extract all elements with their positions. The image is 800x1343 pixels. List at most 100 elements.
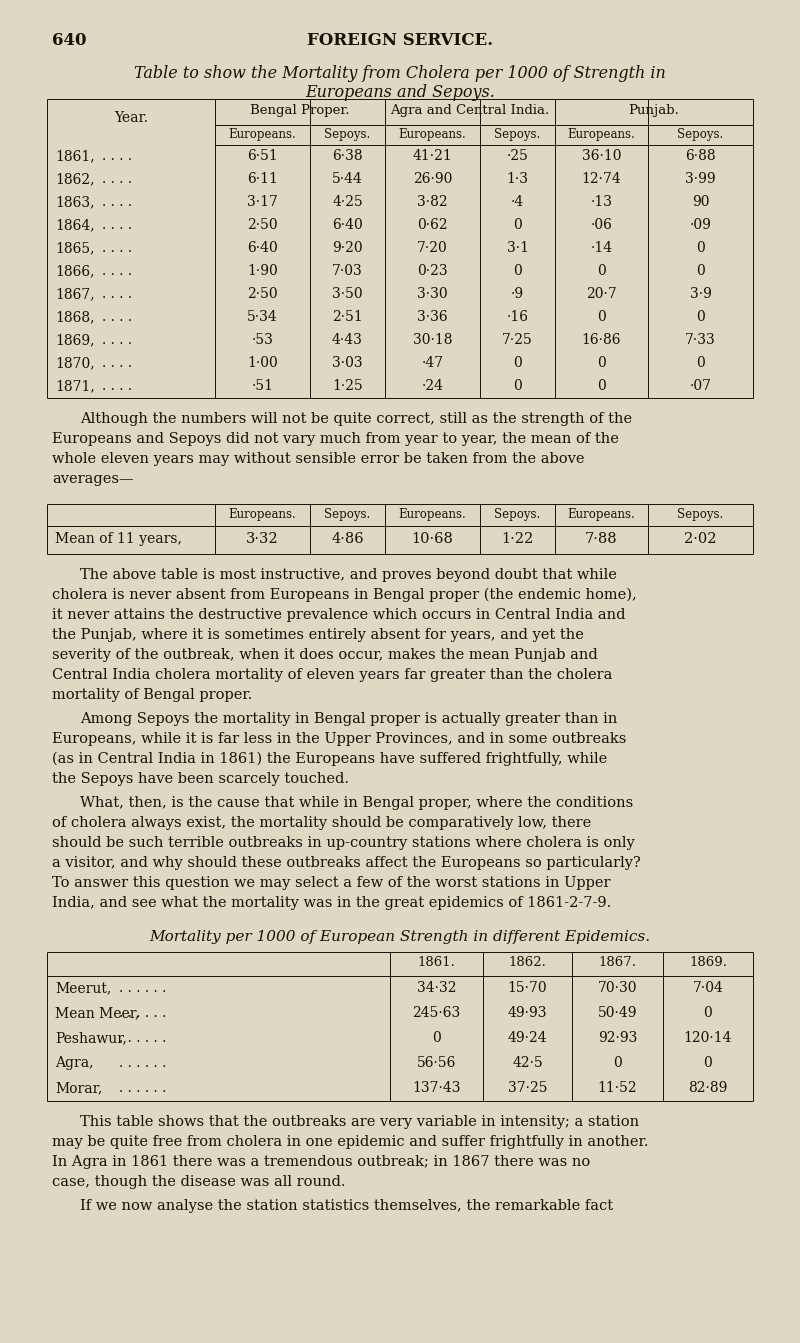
Text: 0: 0 xyxy=(696,310,705,324)
Text: 1867.: 1867. xyxy=(598,956,637,970)
Text: 0: 0 xyxy=(597,379,606,393)
Text: 90: 90 xyxy=(692,195,710,210)
Text: FOREIGN SERVICE.: FOREIGN SERVICE. xyxy=(307,32,493,48)
Text: Europeans.: Europeans. xyxy=(568,508,635,521)
Text: 0: 0 xyxy=(696,265,705,278)
Text: 1862.: 1862. xyxy=(509,956,546,970)
Text: 7·03: 7·03 xyxy=(332,265,363,278)
Text: 1863,: 1863, xyxy=(55,195,94,210)
Text: 1869,: 1869, xyxy=(55,333,94,346)
Text: . . . . . .: . . . . . . xyxy=(119,1081,166,1095)
Text: Year.: Year. xyxy=(114,111,148,125)
Text: 50·49: 50·49 xyxy=(598,1006,638,1019)
Text: Europeans.: Europeans. xyxy=(568,128,635,141)
Text: 1870,: 1870, xyxy=(55,356,94,371)
Text: . . . . . .: . . . . . . xyxy=(119,1056,166,1070)
Text: . . . .: . . . . xyxy=(102,240,132,255)
Text: Although the numbers will not be quite correct, still as the strength of the: Although the numbers will not be quite c… xyxy=(80,412,632,426)
Text: 6·11: 6·11 xyxy=(247,172,278,185)
Text: 1861.: 1861. xyxy=(418,956,455,970)
Text: ·16: ·16 xyxy=(506,310,529,324)
Text: 0: 0 xyxy=(597,356,606,371)
Text: 4·25: 4·25 xyxy=(332,195,363,210)
Text: ·47: ·47 xyxy=(422,356,443,371)
Text: 2·50: 2·50 xyxy=(247,287,278,301)
Text: Peshawur,: Peshawur, xyxy=(55,1031,127,1045)
Text: Europeans.: Europeans. xyxy=(398,128,466,141)
Text: India, and see what the mortality was in the great epidemics of 1861-2-7-9.: India, and see what the mortality was in… xyxy=(52,896,611,911)
Text: Europeans.: Europeans. xyxy=(229,508,296,521)
Text: . . . .: . . . . xyxy=(102,356,132,371)
Text: 1·22: 1·22 xyxy=(502,532,534,547)
Text: ·14: ·14 xyxy=(590,240,613,255)
Text: Mean Meer,: Mean Meer, xyxy=(55,1006,139,1019)
Text: 11·52: 11·52 xyxy=(598,1081,638,1095)
Text: ·4: ·4 xyxy=(511,195,524,210)
Text: 3·30: 3·30 xyxy=(417,287,448,301)
Text: 70·30: 70·30 xyxy=(598,980,638,995)
Text: the Punjab, where it is sometimes entirely absent for years, and yet the: the Punjab, where it is sometimes entire… xyxy=(52,629,584,642)
Text: . . . .: . . . . xyxy=(102,310,132,324)
Text: Meerut,: Meerut, xyxy=(55,980,111,995)
Text: 1861,: 1861, xyxy=(55,149,94,163)
Text: averages—: averages— xyxy=(52,471,134,486)
Text: 7·20: 7·20 xyxy=(417,240,448,255)
Text: 0: 0 xyxy=(513,356,522,371)
Text: ·51: ·51 xyxy=(251,379,274,393)
Text: 36·10: 36·10 xyxy=(582,149,622,163)
Text: 3·36: 3·36 xyxy=(417,310,448,324)
Text: . . . .: . . . . xyxy=(102,172,132,185)
Text: ·09: ·09 xyxy=(690,218,711,232)
Text: This table shows that the outbreaks are very variable in intensity; a station: This table shows that the outbreaks are … xyxy=(80,1115,639,1129)
Text: Europeans, while it is far less in the Upper Provinces, and in some outbreaks: Europeans, while it is far less in the U… xyxy=(52,732,626,745)
Text: 1·3: 1·3 xyxy=(506,172,529,185)
Text: 0: 0 xyxy=(696,240,705,255)
Text: 20·7: 20·7 xyxy=(586,287,617,301)
Text: of cholera always exist, the mortality should be comparatively low, there: of cholera always exist, the mortality s… xyxy=(52,817,591,830)
Text: Morar,: Morar, xyxy=(55,1081,102,1095)
Text: 0·23: 0·23 xyxy=(417,265,448,278)
Text: 0: 0 xyxy=(696,356,705,371)
Text: ·25: ·25 xyxy=(506,149,529,163)
Text: Sepoys.: Sepoys. xyxy=(678,128,724,141)
Text: 245·63: 245·63 xyxy=(412,1006,461,1019)
Text: 0: 0 xyxy=(613,1056,622,1070)
Text: 41·21: 41·21 xyxy=(413,149,452,163)
Text: 4·86: 4·86 xyxy=(331,532,364,547)
Text: the Sepoys have been scarcely touched.: the Sepoys have been scarcely touched. xyxy=(52,772,349,786)
Text: Agra and Central India.: Agra and Central India. xyxy=(390,103,550,117)
Text: ·06: ·06 xyxy=(590,218,613,232)
Text: whole eleven years may without sensible error be taken from the above: whole eleven years may without sensible … xyxy=(52,453,585,466)
Text: . . . . . .: . . . . . . xyxy=(119,980,166,995)
Text: 1·25: 1·25 xyxy=(332,379,363,393)
Text: 7·04: 7·04 xyxy=(693,980,723,995)
Text: 1864,: 1864, xyxy=(55,218,94,232)
Text: . . . .: . . . . xyxy=(102,195,132,210)
Text: . . . .: . . . . xyxy=(102,218,132,232)
Text: . . . .: . . . . xyxy=(102,149,132,163)
Text: 3·17: 3·17 xyxy=(247,195,278,210)
Text: Sepoys.: Sepoys. xyxy=(494,128,541,141)
Text: 0: 0 xyxy=(597,265,606,278)
Text: 7·25: 7·25 xyxy=(502,333,533,346)
Text: Punjab.: Punjab. xyxy=(629,103,679,117)
Text: 1865,: 1865, xyxy=(55,240,94,255)
Text: 92·93: 92·93 xyxy=(598,1031,637,1045)
Text: 1·00: 1·00 xyxy=(247,356,278,371)
Text: ·24: ·24 xyxy=(422,379,443,393)
Text: . . . .: . . . . xyxy=(102,379,132,393)
Text: ·07: ·07 xyxy=(690,379,711,393)
Text: 2·51: 2·51 xyxy=(332,310,363,324)
Text: 7·88: 7·88 xyxy=(585,532,618,547)
Text: Table to show the Mortality from Cholera per 1000 of Strength in: Table to show the Mortality from Cholera… xyxy=(134,64,666,82)
Text: case, though the disease was all round.: case, though the disease was all round. xyxy=(52,1175,346,1189)
Text: 6·38: 6·38 xyxy=(332,149,363,163)
Text: (as in Central India in 1861) the Europeans have suffered frightfully, while: (as in Central India in 1861) the Europe… xyxy=(52,752,607,767)
Text: 26·90: 26·90 xyxy=(413,172,452,185)
Text: Mean of 11 years,: Mean of 11 years, xyxy=(55,532,182,547)
Text: 1867,: 1867, xyxy=(55,287,94,301)
Text: 56·56: 56·56 xyxy=(417,1056,456,1070)
Text: 0: 0 xyxy=(704,1056,712,1070)
Text: 15·70: 15·70 xyxy=(508,980,547,995)
Text: 120·14: 120·14 xyxy=(684,1031,732,1045)
